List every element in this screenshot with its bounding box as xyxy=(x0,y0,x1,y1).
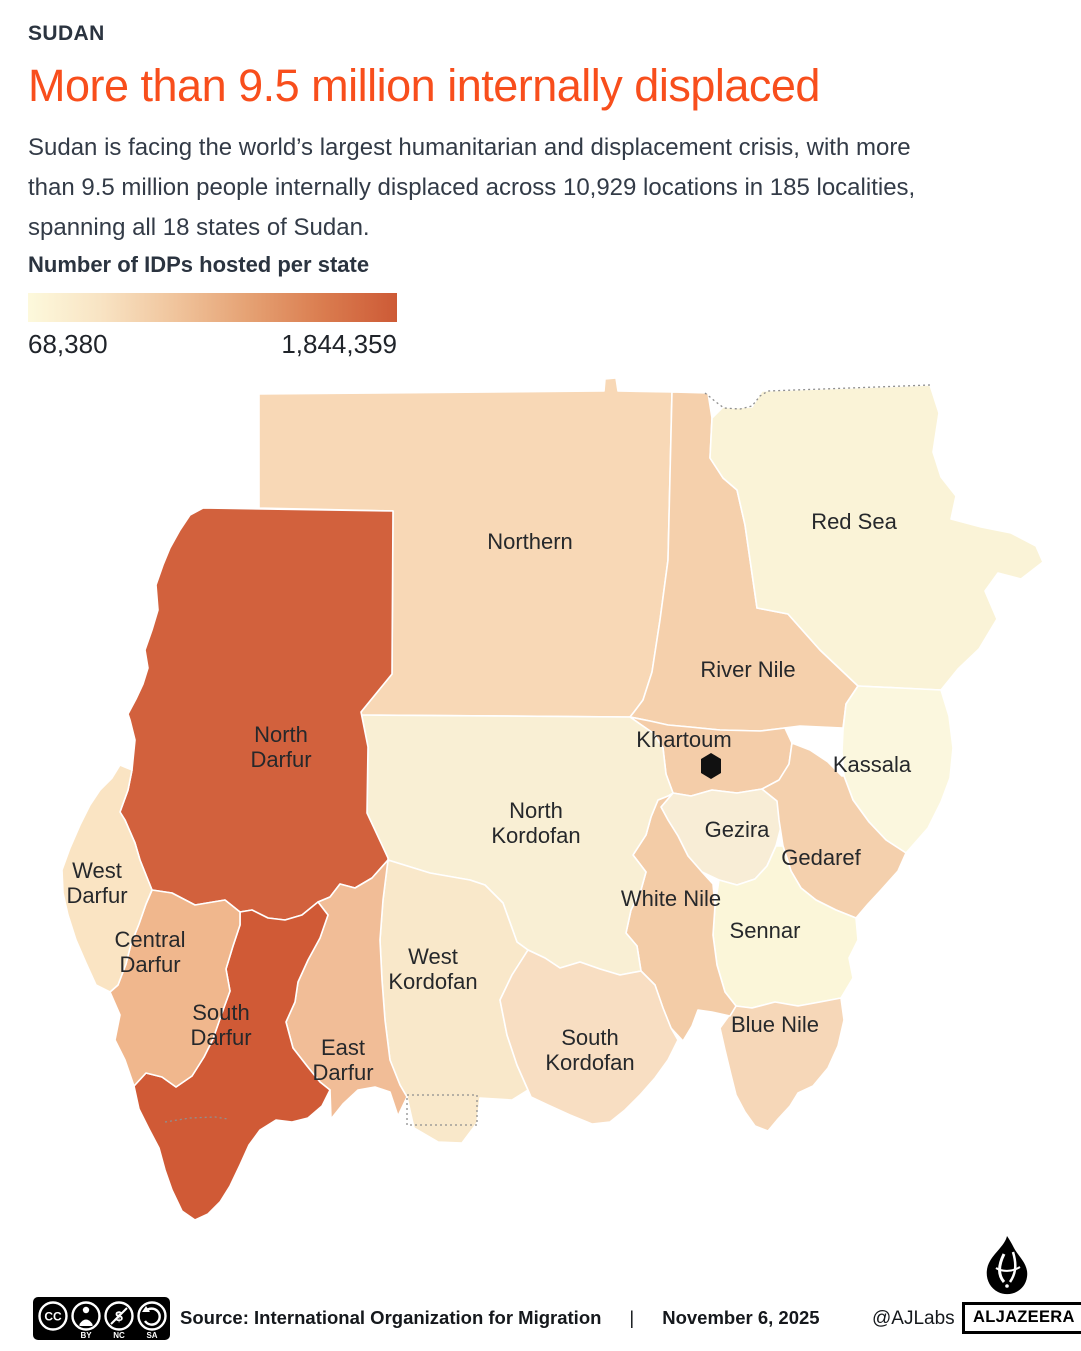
svg-text:CC: CC xyxy=(44,1310,62,1324)
disputed-border-kafia xyxy=(164,1116,229,1123)
source-value: International Organization for Migration xyxy=(254,1307,602,1328)
capital-marker xyxy=(701,753,721,779)
state-blue-nile xyxy=(719,997,845,1132)
state-labels: Northern Red Sea River Nile Kassala Khartoum… xyxy=(66,509,911,1085)
state-label-khartoum: Khartoum xyxy=(636,727,731,752)
sudan-map-container: Northern Red Sea River Nile Kassala Khartoum… xyxy=(0,375,1081,1235)
state-label-gedaref: Gedaref xyxy=(781,845,861,870)
legend-min-value: 68,380 xyxy=(28,329,108,359)
disputed-border-abyei xyxy=(406,1094,478,1126)
source-line: Source: International Organization for M… xyxy=(180,1307,601,1329)
state-south-kordofan xyxy=(499,949,679,1125)
footer-date: November 6, 2025 xyxy=(662,1307,820,1328)
ajlabs-credit: @AJLabs xyxy=(872,1308,955,1329)
state-label-sennar: Sennar xyxy=(730,918,801,943)
header: SUDAN More than 9.5 million internally d… xyxy=(28,22,1048,248)
state-label-central-darfur: Central Darfur xyxy=(115,927,186,977)
state-label-north-darfur: North Darfur xyxy=(250,722,311,772)
state-label-east-darfur: East Darfur xyxy=(312,1035,373,1085)
description: Sudan is facing the world’s largest huma… xyxy=(28,134,916,241)
legend-gradient-bar xyxy=(28,293,397,322)
page-title: More than 9.5 million internally displac… xyxy=(28,60,820,111)
aljazeera-logo-flame-icon xyxy=(986,1236,1028,1295)
state-label-red-sea: Red Sea xyxy=(811,509,897,534)
state-red-sea xyxy=(709,384,1044,691)
state-label-south-darfur: South Darfur xyxy=(190,1000,251,1050)
capital-hexagon-icon xyxy=(701,753,721,779)
state-label-south-kordofan: South Kordofan xyxy=(545,1025,634,1075)
aljazeera-wordmark: ALJAZEERA xyxy=(962,1302,1081,1334)
sudan-map: Northern Red Sea River Nile Kassala Khartoum… xyxy=(61,377,1044,1221)
legend: Number of IDPs hosted per state 68,380 1… xyxy=(28,252,397,360)
state-west-darfur xyxy=(61,764,153,993)
cc-icon xyxy=(38,1301,68,1331)
state-shapes xyxy=(61,377,1044,1221)
footer-source-row: Source: International Organization for M… xyxy=(180,1307,820,1329)
cc-sa-icon xyxy=(137,1301,167,1331)
kicker: SUDAN xyxy=(28,22,105,45)
cc-license-badge: CC $ BY NC SA xyxy=(33,1297,170,1340)
state-label-blue-nile: Blue Nile xyxy=(731,1012,819,1037)
state-label-west-darfur: West Darfur xyxy=(66,858,127,908)
state-label-west-kordofan: West Kordofan xyxy=(388,944,477,994)
state-north-darfur xyxy=(119,507,394,921)
footer-separator: | xyxy=(629,1307,635,1328)
svg-text:SA: SA xyxy=(146,1331,157,1340)
legend-title: Number of IDPs hosted per state xyxy=(28,252,370,277)
state-label-white-nile: White Nile xyxy=(621,886,721,911)
cc-by-icon xyxy=(71,1301,101,1331)
legend-labels: 68,380 1,844,359 xyxy=(28,329,397,360)
svg-text:BY: BY xyxy=(80,1331,92,1340)
state-label-gezira: Gezira xyxy=(705,817,771,842)
state-label-kassala: Kassala xyxy=(833,752,912,777)
state-label-northern: Northern xyxy=(487,529,573,554)
state-label-north-kordofan: North Kordofan xyxy=(491,798,580,848)
svg-text:NC: NC xyxy=(113,1331,125,1340)
state-label-river-nile: River Nile xyxy=(700,657,795,682)
cc-nc-icon: $ xyxy=(104,1301,134,1331)
source-label: Source: xyxy=(180,1307,249,1328)
legend-max-value: 1,844,359 xyxy=(281,329,397,359)
